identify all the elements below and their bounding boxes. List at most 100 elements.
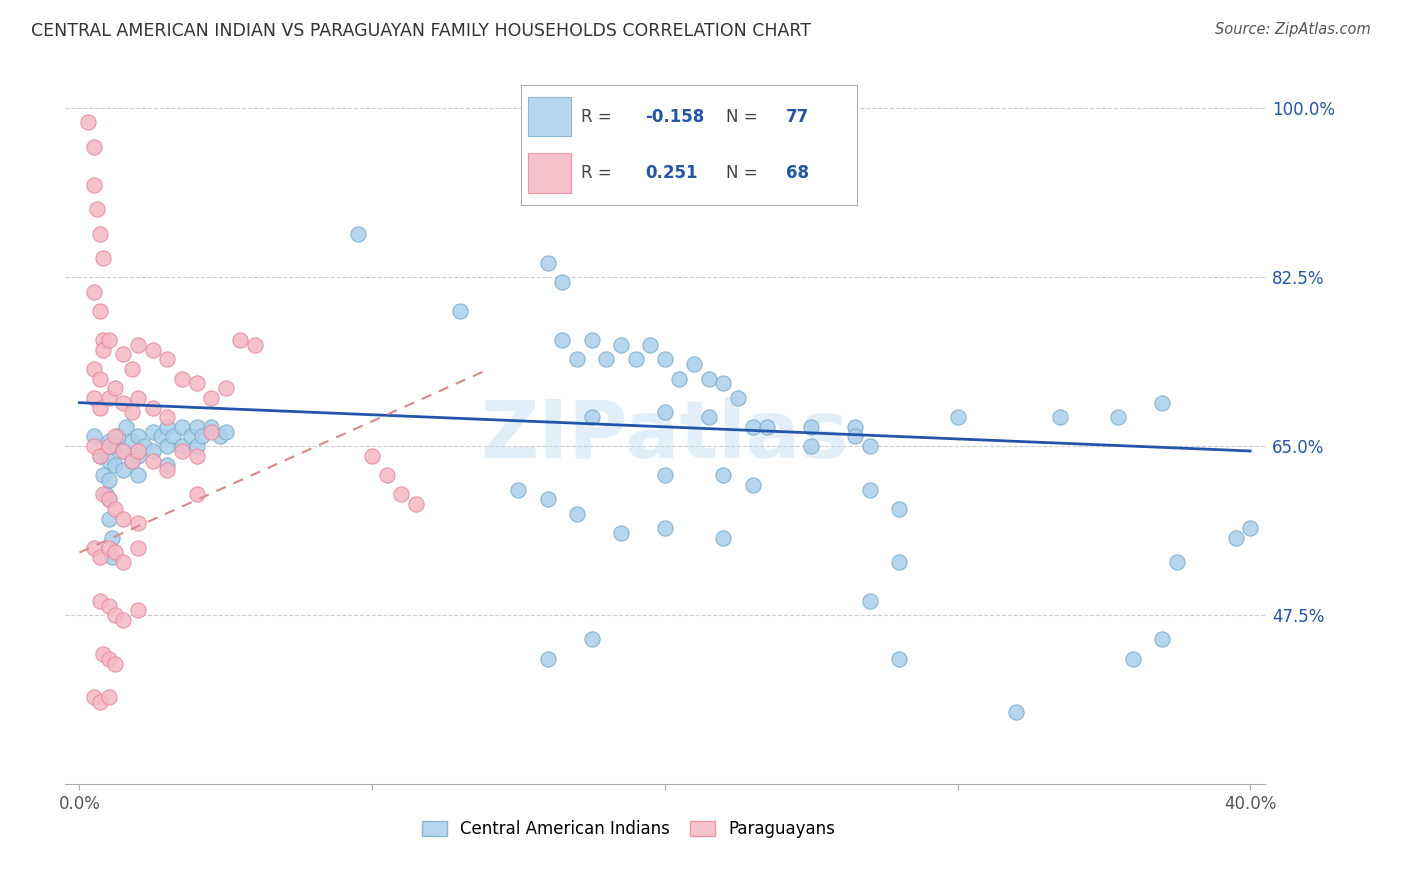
Point	[132, 439, 155, 453]
Point	[156, 420, 179, 434]
Point	[83, 391, 105, 405]
Point	[711, 531, 734, 545]
Point	[97, 541, 120, 555]
Point	[127, 541, 149, 555]
Point	[654, 352, 676, 367]
Point	[565, 507, 588, 521]
Point	[887, 555, 910, 569]
Point	[97, 492, 120, 507]
Point	[741, 478, 763, 492]
Point	[800, 439, 823, 453]
Point	[1152, 395, 1174, 409]
Point	[112, 511, 135, 525]
Point	[756, 420, 779, 434]
Point	[112, 347, 135, 361]
Point	[127, 449, 149, 463]
Point	[97, 599, 120, 613]
Point	[121, 434, 143, 449]
Point	[142, 343, 165, 357]
Point	[83, 285, 105, 299]
Text: Source: ZipAtlas.com: Source: ZipAtlas.com	[1215, 22, 1371, 37]
Point	[121, 362, 143, 376]
Point	[89, 695, 111, 709]
Point	[844, 429, 866, 443]
Point	[112, 444, 135, 458]
Point	[537, 492, 560, 507]
Point	[1122, 652, 1144, 666]
Point	[170, 420, 193, 434]
Point	[1152, 632, 1174, 647]
Point	[97, 439, 120, 453]
Point	[180, 429, 202, 443]
Point	[1239, 521, 1261, 535]
Point	[91, 468, 114, 483]
Point	[112, 555, 135, 569]
Point	[551, 275, 574, 289]
Point	[186, 376, 208, 391]
Point	[127, 516, 149, 531]
Point	[156, 463, 179, 477]
Point	[156, 458, 179, 473]
Point	[156, 439, 179, 453]
Point	[727, 391, 749, 405]
Point	[683, 357, 706, 371]
Point	[89, 227, 111, 241]
Point	[859, 439, 882, 453]
Point	[91, 251, 114, 265]
Point	[537, 652, 560, 666]
Point	[83, 139, 105, 153]
Point	[711, 468, 734, 483]
Point	[170, 371, 193, 385]
Point	[697, 371, 720, 385]
Point	[1005, 705, 1028, 719]
Point	[100, 550, 122, 565]
Point	[142, 425, 165, 439]
Point	[170, 444, 193, 458]
Point	[103, 545, 125, 559]
Point	[887, 502, 910, 516]
Point	[83, 178, 105, 193]
Point	[191, 429, 214, 443]
Text: CENTRAL AMERICAN INDIAN VS PARAGUAYAN FAMILY HOUSEHOLDS CORRELATION CHART: CENTRAL AMERICAN INDIAN VS PARAGUAYAN FA…	[31, 22, 811, 40]
Point	[103, 608, 125, 623]
Point	[1225, 531, 1247, 545]
Point	[103, 381, 125, 395]
Point	[537, 255, 560, 269]
Point	[346, 227, 368, 241]
Point	[89, 449, 111, 463]
Point	[97, 492, 120, 507]
Point	[97, 434, 120, 449]
Point	[405, 497, 427, 511]
Point	[859, 594, 882, 608]
Point	[83, 362, 105, 376]
Point	[200, 391, 222, 405]
Point	[103, 657, 125, 671]
Point	[97, 453, 120, 467]
Point	[103, 458, 125, 473]
Point	[83, 429, 105, 443]
Point	[142, 444, 165, 458]
Point	[186, 420, 208, 434]
Point	[127, 468, 149, 483]
Point	[89, 550, 111, 565]
Point	[97, 690, 120, 705]
Point	[844, 420, 866, 434]
Point	[150, 429, 173, 443]
Point	[162, 429, 184, 443]
Point	[89, 449, 111, 463]
Point	[624, 352, 647, 367]
Point	[186, 449, 208, 463]
Point	[89, 371, 111, 385]
Point	[121, 453, 143, 467]
Point	[697, 410, 720, 425]
Point	[1166, 555, 1188, 569]
Text: ZIPatlas: ZIPatlas	[481, 398, 849, 475]
Point	[107, 429, 129, 443]
Point	[97, 473, 120, 487]
Point	[668, 371, 690, 385]
Point	[127, 391, 149, 405]
Point	[215, 381, 238, 395]
Point	[800, 420, 823, 434]
Point	[91, 343, 114, 357]
Point	[581, 333, 603, 347]
